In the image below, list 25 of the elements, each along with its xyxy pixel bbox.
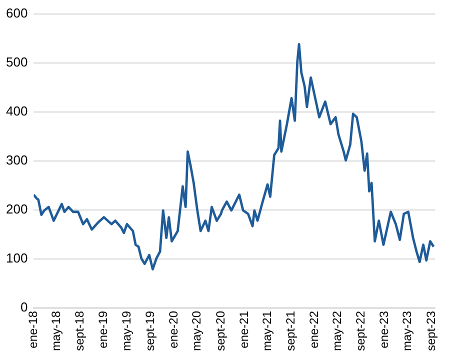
x-tick-label: may-18 [49, 310, 64, 351]
y-tick-label: 600 [6, 5, 28, 20]
x-tick-label: may-20 [190, 310, 204, 351]
x-tick-label: may-22 [330, 310, 344, 351]
x-tick-label: sept-18 [72, 310, 87, 352]
y-tick-label: 0 [20, 300, 28, 315]
x-tick-label: sept-23 [424, 310, 438, 352]
x-tick-label: ene-21 [236, 310, 251, 348]
x-tick-label: ene-23 [377, 310, 392, 348]
x-tick-label: ene-18 [26, 310, 40, 348]
y-tick-label: 200 [6, 201, 28, 216]
x-tick-label: ene-19 [96, 310, 110, 348]
x-tick-label: sept-20 [213, 310, 228, 352]
x-tick-label: ene-22 [306, 310, 321, 348]
x-tick-label: ene-20 [166, 310, 180, 348]
x-tick-label: sept-19 [142, 310, 157, 352]
y-tick-label: 500 [6, 54, 28, 70]
x-tick-label: may-23 [400, 310, 414, 351]
y-tick-label: 300 [6, 152, 28, 168]
x-tick-label: may-19 [119, 310, 134, 351]
x-tick-label: may-21 [260, 310, 274, 351]
y-tick-label: 100 [6, 250, 28, 266]
y-tick-label: 400 [6, 103, 28, 118]
x-tick-label: sept-21 [283, 310, 298, 352]
x-tick-label: sept-22 [354, 310, 368, 352]
